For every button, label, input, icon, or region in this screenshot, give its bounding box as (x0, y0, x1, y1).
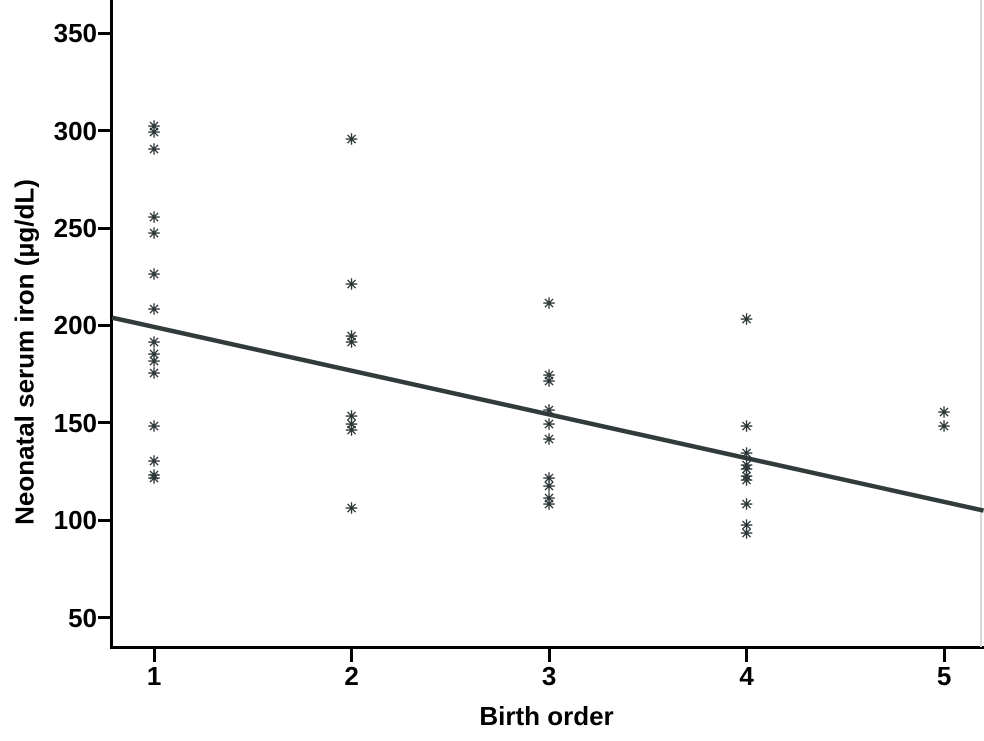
scatter-point: ✳ (147, 334, 161, 352)
y-tick (98, 31, 111, 35)
plot-right-frame (980, 0, 982, 647)
x-tick-label: 3 (541, 661, 557, 691)
y-tick (98, 518, 111, 522)
scatter-point: ✳ (740, 418, 753, 436)
scatter-point: ✳ (542, 295, 556, 313)
scatter-point: ✳ (542, 416, 556, 434)
scatter-point: ✳ (147, 141, 161, 159)
scatter-point: ✳ (542, 470, 556, 488)
y-tick-label: 250 (53, 213, 97, 243)
y-tick (98, 421, 111, 425)
scatter-point: ✳ (147, 118, 161, 136)
scatter-point: ✳ (147, 353, 161, 371)
scatter-point: ✳ (937, 418, 951, 436)
x-tick (547, 649, 551, 662)
x-tick-label: 1 (146, 661, 162, 691)
y-tick (98, 129, 111, 133)
scatter-point: ✳ (740, 445, 753, 463)
x-tick (152, 649, 156, 662)
scatter-point: ✳ (542, 431, 556, 449)
y-tick (98, 616, 111, 620)
scatter-point: ✳ (147, 365, 161, 383)
y-axis-line (110, 0, 113, 649)
scatter-point: ✳ (147, 209, 161, 227)
scatter-point: ✳ (345, 408, 358, 426)
x-tick-label: 2 (344, 661, 359, 691)
scatter-point: ✳ (345, 500, 358, 518)
y-tick-label: 350 (53, 18, 97, 49)
y-tick-label: 50 (68, 602, 97, 633)
scatter-point: ✳ (542, 478, 556, 496)
y-tick (98, 323, 111, 327)
scatter-point: ✳ (740, 525, 753, 543)
scatter-point: ✳ (740, 517, 753, 535)
scatter-point: ✳ (147, 467, 161, 484)
trend-line (111, 315, 984, 513)
x-tick-label: 5 (936, 661, 952, 691)
scatter-point: ✳ (937, 404, 951, 422)
y-tick-label: 200 (53, 310, 97, 341)
scatter-point: ✳ (345, 334, 358, 352)
scatter-point: ✳ (147, 266, 161, 284)
scatter-point: ✳ (542, 402, 556, 420)
scatter-point: ✳ (740, 496, 753, 514)
x-tick (745, 649, 749, 662)
scatter-point: ✳ (345, 422, 358, 440)
x-tick (942, 649, 946, 662)
y-tick-label: 150 (53, 407, 97, 438)
scatter-point: ✳ (542, 490, 556, 508)
scatter-point: ✳ (147, 225, 161, 243)
y-tick-label: 300 (53, 115, 97, 146)
x-tick-label: 4 (739, 661, 754, 691)
scatter-point: ✳ (345, 276, 358, 294)
scatter-point: ✳ (740, 461, 753, 479)
scatter-point: ✳ (147, 453, 161, 471)
scatter-point: ✳ (740, 472, 753, 490)
scatter-point: ✳ (345, 416, 358, 434)
scatter-point: ✳ (740, 311, 753, 329)
y-tick (98, 226, 111, 230)
x-axis-title: Birth order (479, 701, 614, 731)
scatter-point: ✳ (345, 328, 358, 346)
scatter-point: ✳ (740, 468, 753, 486)
scatter-point: ✳ (147, 470, 161, 488)
y-tick-label: 100 (53, 505, 97, 536)
scatter-point: ✳ (542, 496, 556, 514)
x-axis-line (110, 646, 984, 649)
scatter-point: ✳ (147, 346, 161, 364)
scatter-point: ✳ (147, 418, 161, 436)
scatter-point: ✳ (740, 457, 753, 475)
scatter-point: ✳ (147, 301, 161, 319)
scatter-point: ✳ (542, 373, 556, 391)
y-axis-title: Neonatal serum iron (µg/dL) (9, 179, 40, 525)
scatter-point: ✳ (345, 131, 358, 149)
x-tick (350, 649, 354, 662)
scatter-point: ✳ (542, 367, 556, 385)
scatter-point: ✳ (147, 124, 161, 142)
